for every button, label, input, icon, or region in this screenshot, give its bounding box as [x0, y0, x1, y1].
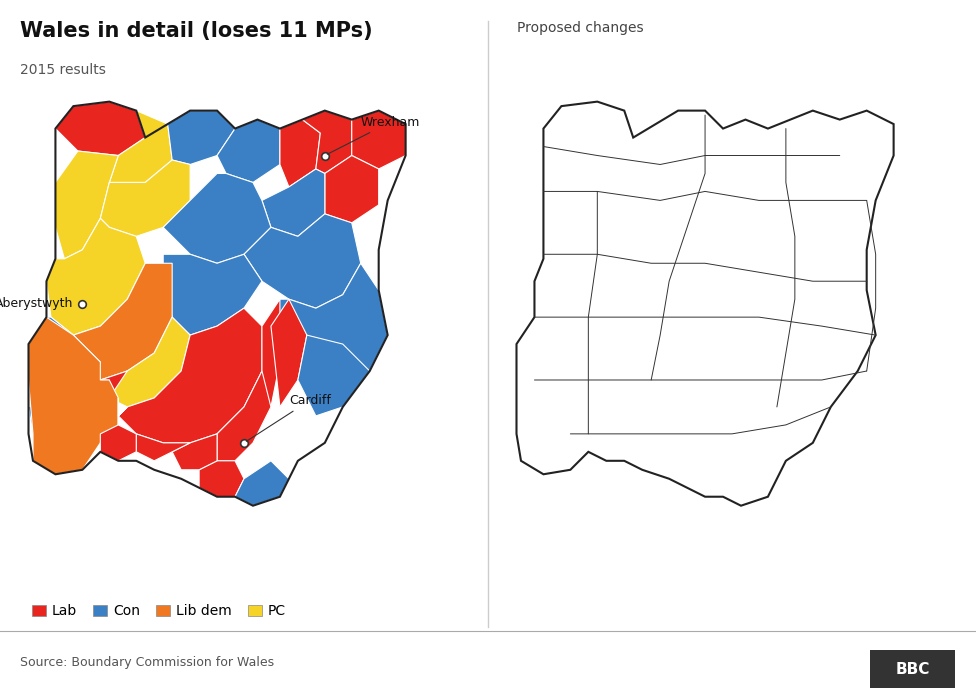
Polygon shape [118, 308, 262, 443]
Polygon shape [168, 111, 235, 164]
Polygon shape [217, 120, 280, 183]
Polygon shape [271, 263, 387, 389]
Polygon shape [92, 371, 127, 416]
Polygon shape [47, 218, 145, 335]
Polygon shape [28, 317, 101, 398]
Polygon shape [118, 398, 127, 425]
Polygon shape [280, 120, 320, 187]
Text: Wrexham: Wrexham [327, 116, 420, 154]
Polygon shape [262, 169, 325, 236]
Polygon shape [303, 111, 351, 174]
Polygon shape [109, 317, 190, 407]
Polygon shape [516, 102, 894, 506]
FancyBboxPatch shape [871, 650, 955, 688]
Text: Source: Boundary Commission for Wales: Source: Boundary Commission for Wales [20, 656, 273, 668]
Text: Cardiff: Cardiff [246, 394, 331, 441]
Polygon shape [298, 335, 370, 416]
Polygon shape [101, 425, 137, 461]
Polygon shape [271, 299, 306, 407]
Polygon shape [33, 416, 101, 474]
Polygon shape [28, 380, 101, 452]
Polygon shape [101, 160, 190, 236]
Polygon shape [217, 371, 271, 461]
Polygon shape [199, 461, 244, 497]
Polygon shape [172, 434, 217, 470]
Polygon shape [137, 434, 190, 461]
Text: Aberystwyth: Aberystwyth [0, 297, 73, 310]
Polygon shape [73, 263, 172, 389]
Polygon shape [351, 111, 406, 169]
Text: Proposed changes: Proposed changes [517, 21, 644, 35]
Polygon shape [235, 299, 280, 443]
Text: 2015 results: 2015 results [20, 63, 105, 77]
Text: BBC: BBC [895, 661, 930, 677]
Polygon shape [56, 102, 145, 155]
Polygon shape [28, 317, 118, 474]
Polygon shape [109, 111, 172, 183]
Text: Wales in detail (loses 11 MPs): Wales in detail (loses 11 MPs) [20, 21, 372, 41]
Polygon shape [82, 380, 109, 443]
Polygon shape [163, 174, 271, 263]
Polygon shape [325, 155, 379, 223]
Polygon shape [163, 254, 262, 335]
Polygon shape [235, 461, 289, 506]
Polygon shape [56, 151, 118, 259]
Legend: Lab, Con, Lib dem, PC: Lab, Con, Lib dem, PC [26, 599, 292, 624]
Polygon shape [244, 214, 361, 308]
